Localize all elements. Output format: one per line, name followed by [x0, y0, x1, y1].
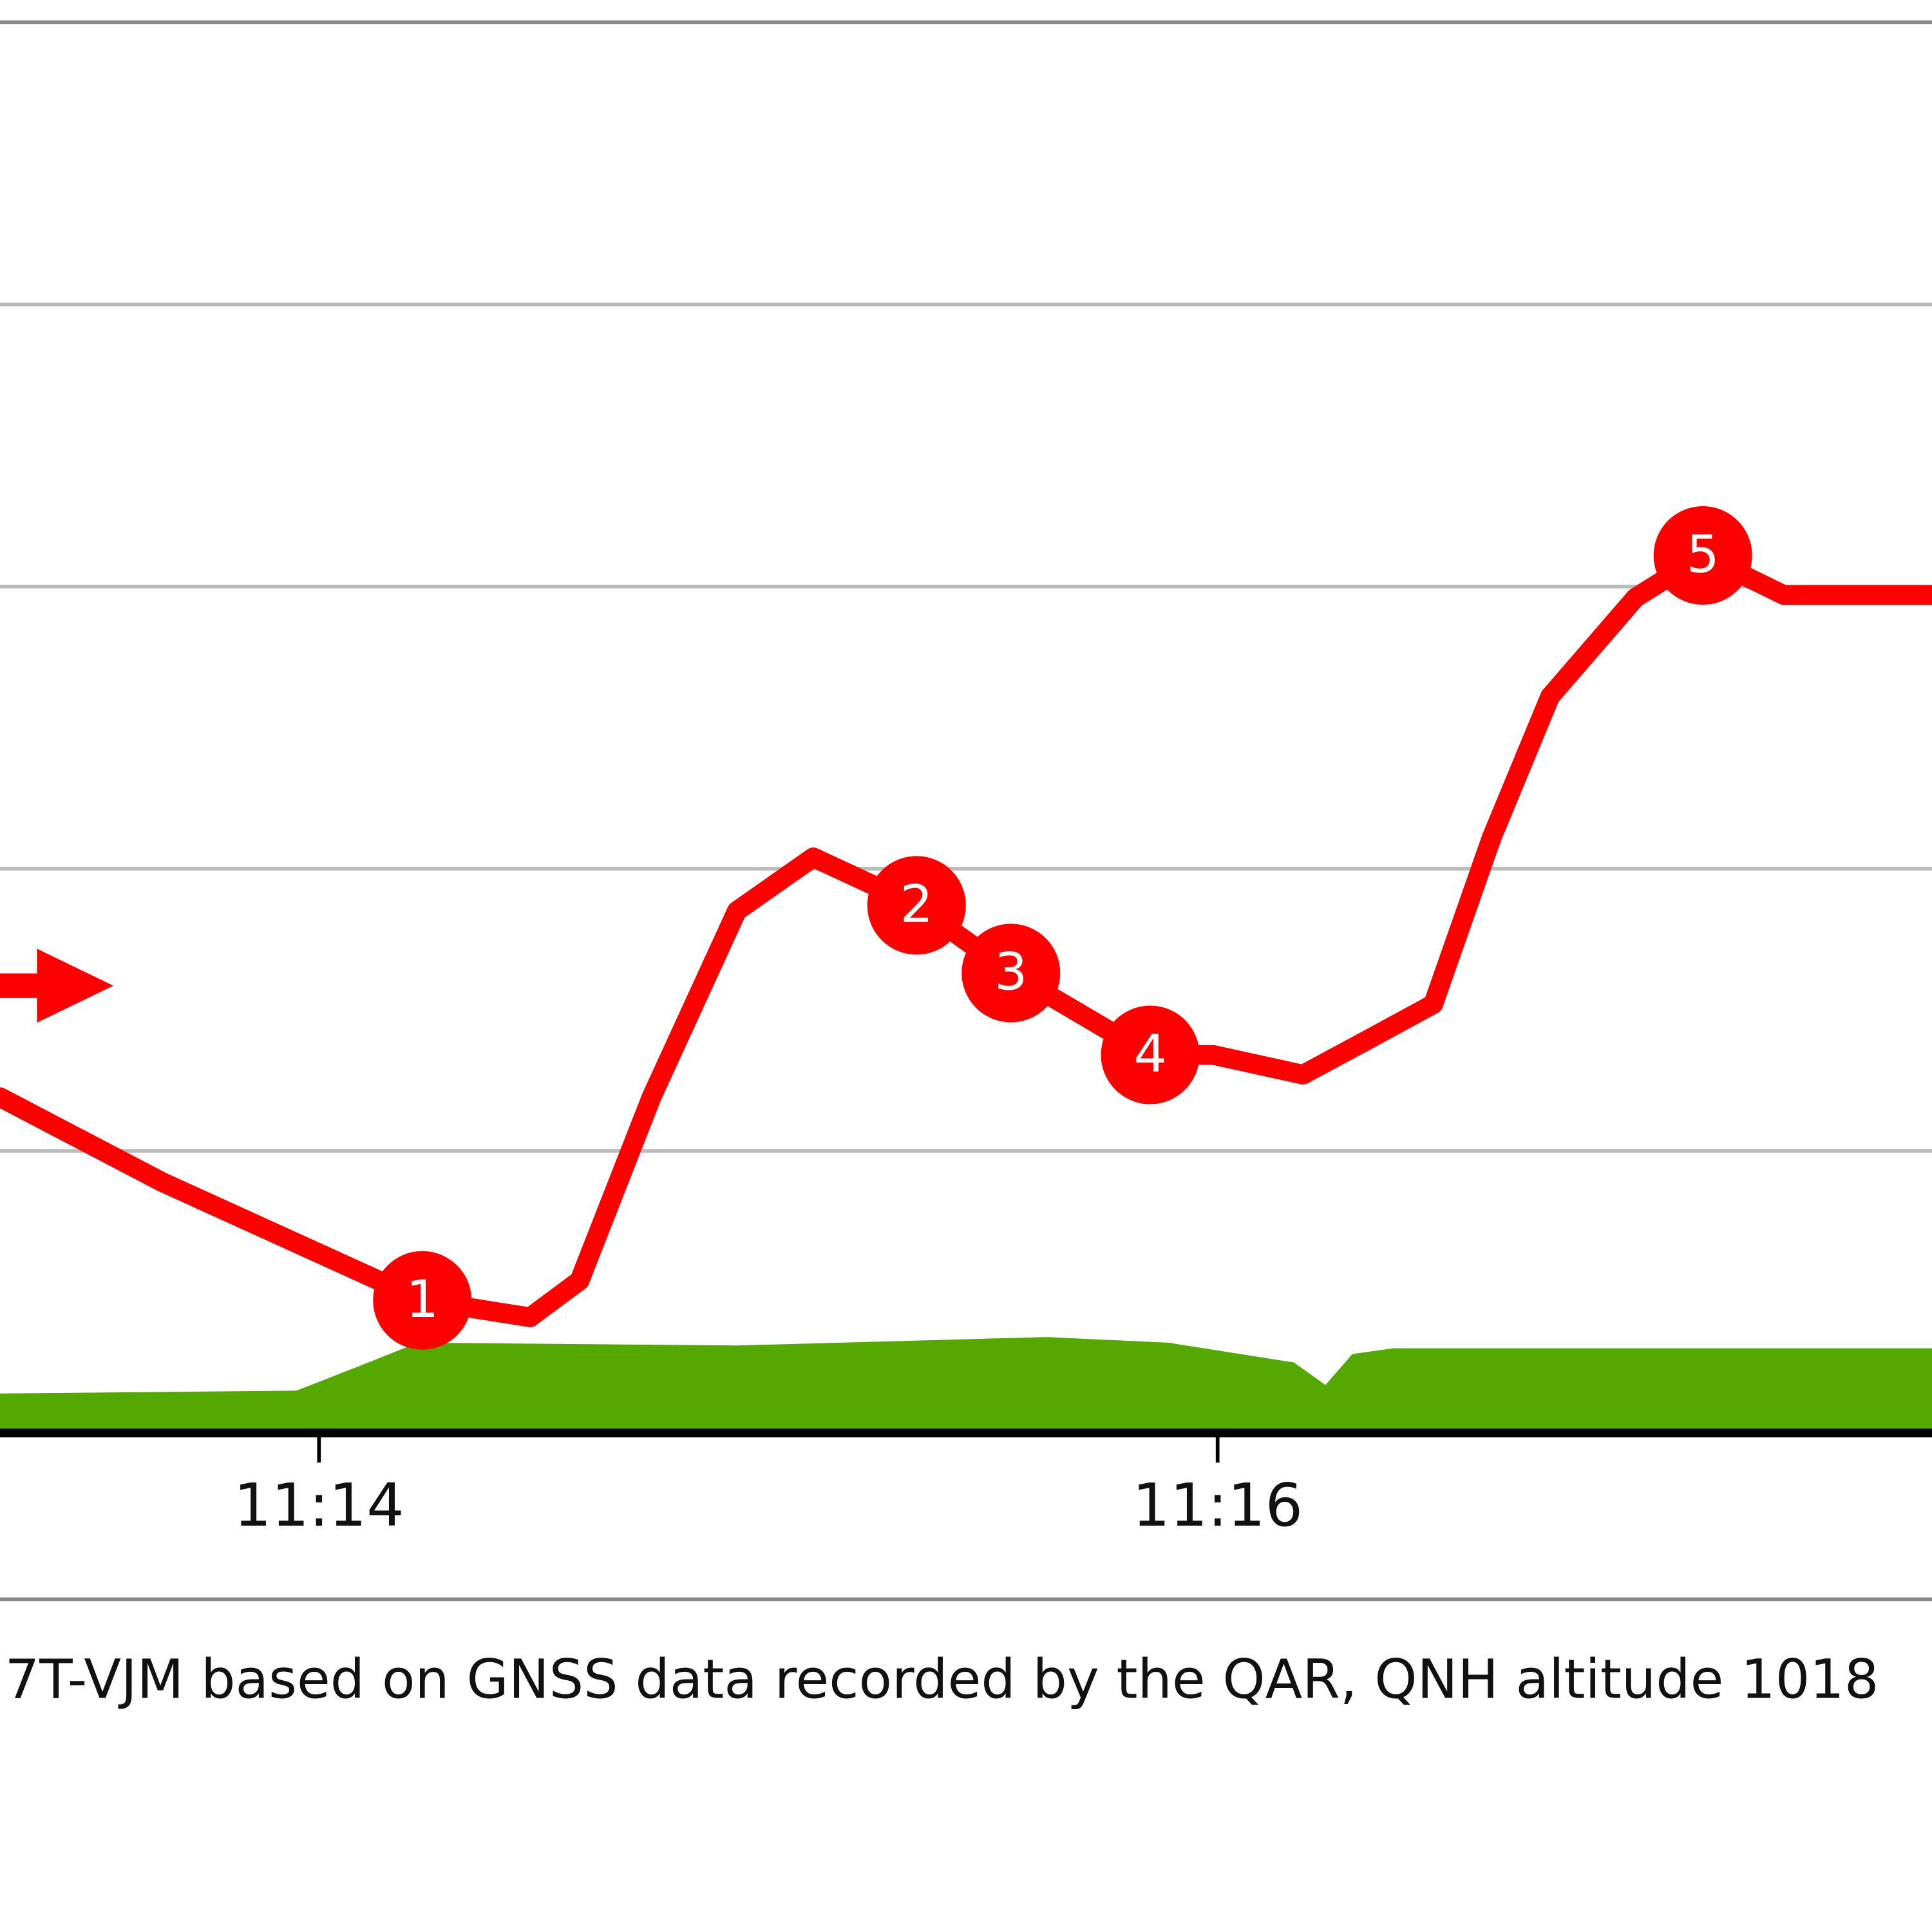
x-tick-label: 11:14 [234, 1471, 404, 1540]
event-label: 4 [1133, 1023, 1166, 1084]
arrow [0, 949, 114, 1023]
event-marker [867, 856, 966, 955]
event-label: 3 [994, 942, 1027, 1002]
x-tick-label: 11:16 [1132, 1471, 1303, 1540]
event-label: 5 [1687, 524, 1719, 584]
event-marker [373, 1251, 472, 1350]
event-label: 2 [900, 874, 933, 934]
flight-line [0, 545, 1932, 1327]
event-marker [1653, 506, 1752, 605]
event-marker [961, 923, 1061, 1023]
terrain-area [0, 1337, 1932, 1434]
caption: 7T-VJM based on GNSS data recorded by th… [5, 1647, 1879, 1710]
event-marker [1101, 1005, 1200, 1104]
event-label: 1 [406, 1269, 439, 1329]
